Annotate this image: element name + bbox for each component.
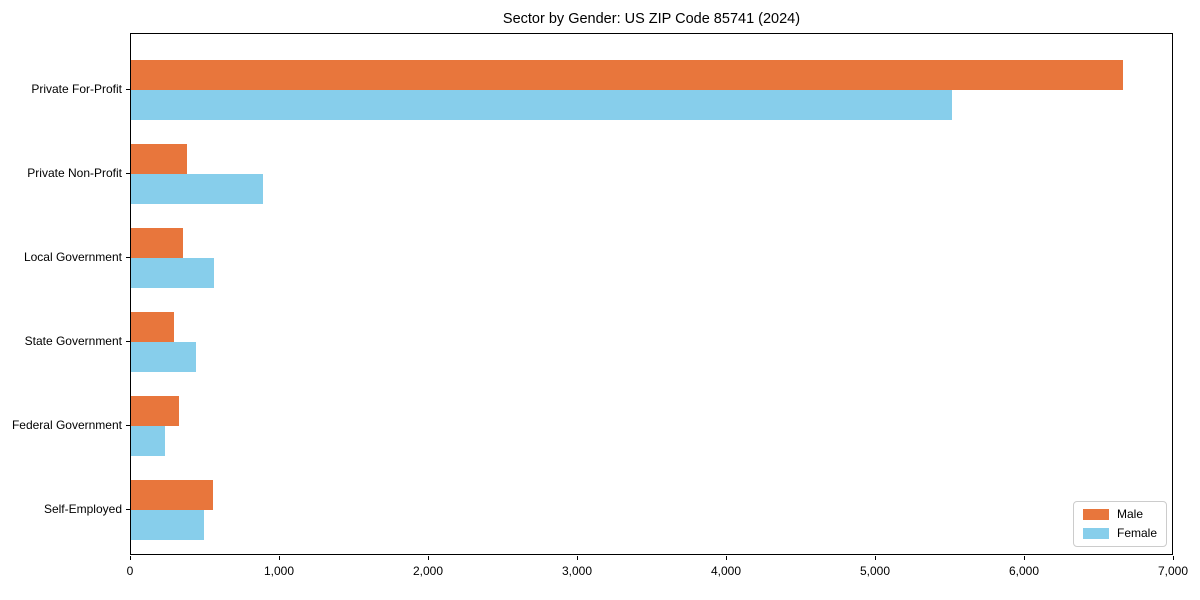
x-tick-label-1-000: 1,000 <box>263 564 295 578</box>
bar-female-local-government <box>131 258 214 288</box>
bar-female-private-non-profit <box>131 174 264 204</box>
bar-female-self-employed <box>131 510 204 540</box>
y-tick-federal-government <box>126 425 130 426</box>
x-tick-label-7-000: 7,000 <box>1157 564 1189 578</box>
x-tick-label-5-000: 5,000 <box>859 564 891 578</box>
x-tick-2-000 <box>428 556 429 560</box>
y-tick-private-for-profit <box>126 89 130 90</box>
bar-female-federal-government <box>131 426 166 456</box>
bar-female-state-government <box>131 342 196 372</box>
legend: Male Female <box>1072 501 1167 547</box>
category-row-private-non-profit <box>131 132 1172 216</box>
x-tick-6-000 <box>1024 556 1025 560</box>
y-tick-label-private-non-profit: Private Non-Profit <box>27 166 122 180</box>
y-tick-label-private-for-profit: Private For-Profit <box>31 82 122 96</box>
y-tick-label-federal-government: Federal Government <box>11 418 122 432</box>
bar-male-private-non-profit <box>131 144 187 174</box>
x-tick-label-6-000: 6,000 <box>1008 564 1040 578</box>
y-tick-label-state-government: State Government <box>24 334 122 348</box>
category-row-state-government <box>131 300 1172 384</box>
plot-area: Male Female <box>130 33 1173 555</box>
x-tick-label-4-000: 4,000 <box>710 564 742 578</box>
legend-entry-female: Female <box>1082 526 1157 540</box>
x-tick-3-000 <box>577 556 578 560</box>
y-tick-label-self-employed: Self-Employed <box>43 502 122 516</box>
legend-label-female: Female <box>1116 526 1157 540</box>
y-tick-label-local-government: Local Government <box>23 250 122 264</box>
category-row-federal-government <box>131 384 1172 468</box>
bar-male-self-employed <box>131 480 213 510</box>
x-tick-label-2-000: 2,000 <box>412 564 444 578</box>
x-tick-1-000 <box>279 556 280 560</box>
x-tick-label-3-000: 3,000 <box>561 564 593 578</box>
bar-rows <box>131 34 1172 554</box>
y-tick-self-employed <box>126 509 130 510</box>
bar-female-private-for-profit <box>131 90 952 120</box>
category-row-self-employed <box>131 468 1172 552</box>
y-tick-private-non-profit <box>126 173 130 174</box>
x-tick-label-0: 0 <box>126 564 134 578</box>
legend-swatch-female <box>1082 528 1109 539</box>
x-tick-4-000 <box>726 556 727 560</box>
chart-title: Sector by Gender: US ZIP Code 85741 (202… <box>502 11 801 27</box>
category-row-local-government <box>131 216 1172 300</box>
bar-male-local-government <box>131 228 184 258</box>
y-tick-local-government <box>126 257 130 258</box>
x-tick-5-000 <box>875 556 876 560</box>
legend-swatch-male <box>1082 509 1109 520</box>
bar-male-state-government <box>131 312 175 342</box>
y-tick-state-government <box>126 341 130 342</box>
x-tick-7-000 <box>1173 556 1174 560</box>
bar-male-private-for-profit <box>131 60 1123 90</box>
category-row-private-for-profit <box>131 48 1172 132</box>
legend-label-male: Male <box>1116 507 1143 521</box>
x-tick-0 <box>130 556 131 560</box>
bar-male-federal-government <box>131 396 179 426</box>
legend-entry-male: Male <box>1082 507 1157 521</box>
